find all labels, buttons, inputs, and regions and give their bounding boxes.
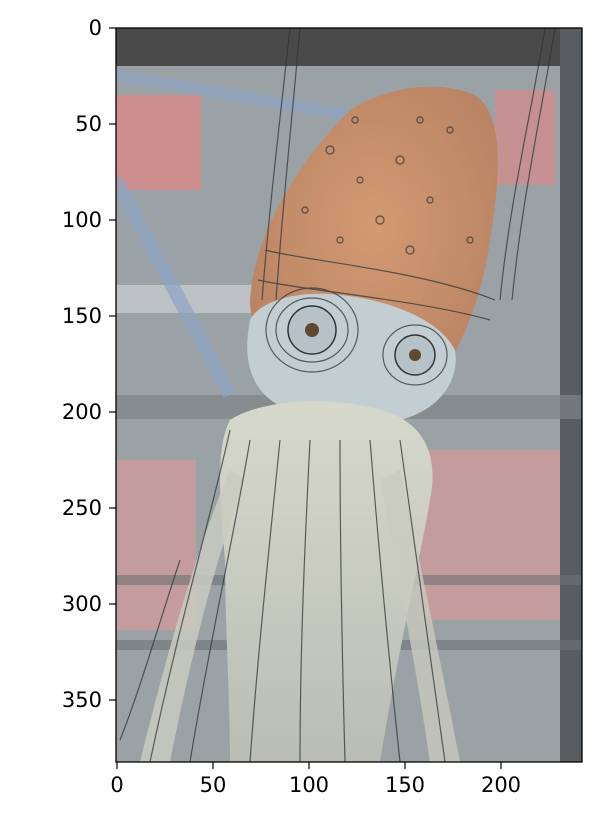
y-tick-label: 300 xyxy=(62,592,102,616)
x-tick-label: 0 xyxy=(110,773,123,797)
y-tick-label: 250 xyxy=(62,496,102,520)
y-tick-label: 50 xyxy=(75,112,102,136)
background-sign-bottom-left xyxy=(116,460,196,630)
x-tick-label: 50 xyxy=(200,773,227,797)
squid-image xyxy=(116,28,582,762)
y-tick-label: 150 xyxy=(62,304,102,328)
squid-pupil-left xyxy=(305,323,319,337)
contour-overlay xyxy=(119,28,556,762)
y-tick-label: 200 xyxy=(62,400,102,424)
x-tick-label: 200 xyxy=(481,773,521,797)
x-axis: 0 50 100 150 200 xyxy=(110,762,521,797)
background-sign-bottom-right xyxy=(420,450,560,620)
top-dark-band xyxy=(116,28,582,66)
axes-frame xyxy=(115,27,583,763)
background-diagonal-bar xyxy=(116,176,237,399)
background-sign-left xyxy=(116,95,201,190)
y-axis: 0 50 100 150 200 250 300 350 xyxy=(62,16,116,712)
background-horizontal-bar xyxy=(116,69,382,126)
background-rail xyxy=(116,285,276,313)
x-tick-label: 150 xyxy=(385,773,425,797)
y-tick-label: 100 xyxy=(62,208,102,232)
x-tick-label: 100 xyxy=(289,773,329,797)
squid-tentacle-arm xyxy=(380,470,460,762)
y-tick-label: 0 xyxy=(89,16,102,40)
squid-pupil-right xyxy=(409,349,421,361)
squid-spots xyxy=(301,116,474,255)
y-tick-label: 350 xyxy=(62,688,102,712)
squid-tentacles xyxy=(220,401,433,762)
